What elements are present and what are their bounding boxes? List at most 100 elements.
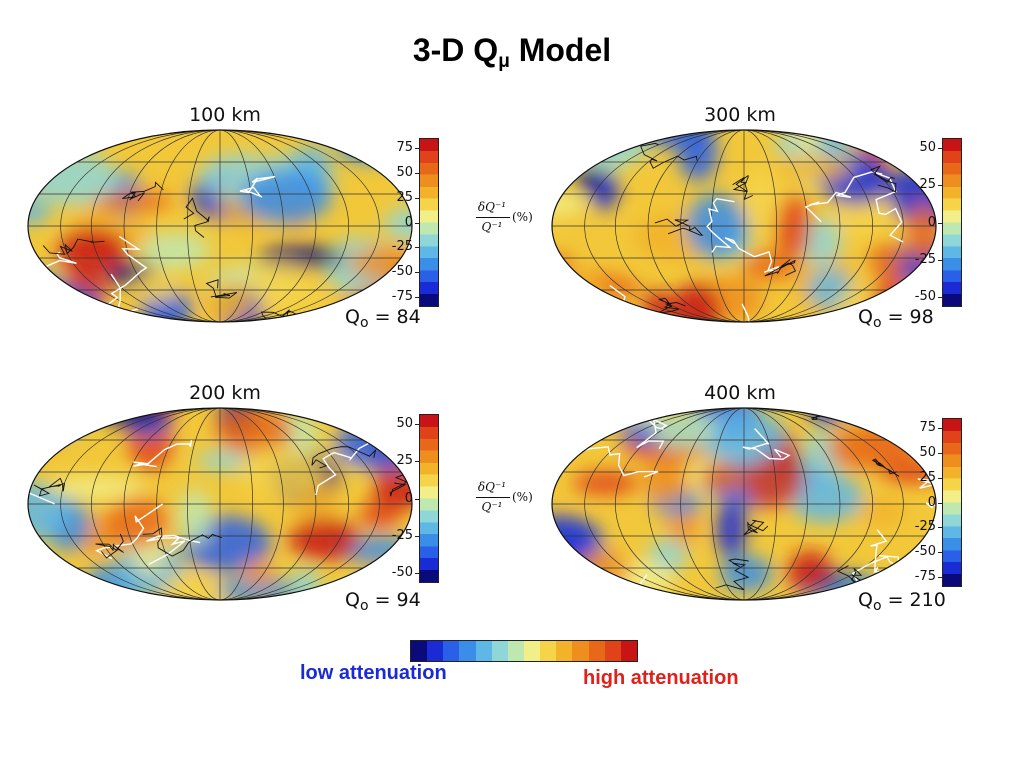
legend-swatch [507,641,524,661]
legend-swatch [427,641,444,661]
colorbar-tick-label: -25 [391,527,413,543]
colorbar-tick-label: -50 [391,264,413,280]
coastlines [640,142,897,314]
coastline [654,218,704,236]
colorbar-tick-label: -50 [914,289,936,304]
map-outline [27,407,413,601]
colorbar-tick-label: 0 [927,214,936,230]
colorbar-tick-mark [415,297,420,298]
anomaly-blob [698,409,787,464]
plate-boundary-line [706,197,735,253]
meridian-line [615,408,873,600]
anomaly-blob [573,470,639,496]
coastline [871,458,900,477]
low-attenuation-label: low attenuation [300,662,447,684]
anomaly-blob [31,408,95,428]
meridian-line [91,408,349,600]
colorbar-tick-label: 50 [396,416,413,431]
meridian-line [60,408,380,600]
coastline [33,477,66,497]
legend-swatch [491,641,508,661]
page-title: 3-D Qμ Model [0,32,1024,72]
colorbar-tick-label: 50 [919,444,936,460]
coastline [95,533,124,559]
anomaly-blob [57,227,129,276]
meridian-line [647,130,841,322]
colorbar-tick-label: 25 [919,177,936,193]
colorbar-tick-mark [938,428,943,429]
anomaly-blob [856,497,907,527]
mollweide-map [27,407,413,601]
map-outline [27,129,413,323]
anomaly-blob [243,263,313,311]
anomaly-blob [136,271,179,303]
anomaly-blob [89,190,174,212]
coastline [870,165,897,193]
colorbar-tick-label: 0 [404,490,413,506]
colorbar-tick-label: 75 [919,420,936,435]
title-subscript: μ [498,51,510,72]
anomaly-blob [716,499,747,559]
plate-boundary-line [146,534,201,566]
plate-boundary-line [36,415,74,446]
colorbar-tick-label: 25 [919,469,936,485]
panel-depth-title: 100 km [189,104,261,126]
mollweide-map [551,129,937,323]
coastline [657,297,686,314]
colorbar-tick-mark [938,577,943,578]
q0-label: Qo = 210 [858,589,946,614]
meridian-line [156,130,284,322]
anomaly-blob [719,555,773,592]
map-outline [551,129,937,323]
anomaly-blob [669,283,722,322]
legend-swatch [443,641,460,661]
coastline [183,197,210,238]
legend-swatch [572,641,589,661]
anomaly-blob [28,481,71,541]
anomaly-blob [383,207,412,242]
coastline [764,259,797,277]
title-suffix: Model [509,32,612,68]
meridian-line [584,408,904,600]
coastline [42,238,105,255]
anomaly-blob [699,461,745,493]
meridian-line [680,130,808,322]
map-outline [551,407,937,601]
colorbar-tick-label: -50 [914,544,936,560]
anomaly-blob [161,570,224,600]
colorbar-tick-label: -25 [391,239,413,255]
colorbar-tick-mark [938,185,943,187]
legend-swatch [588,641,605,661]
coastline [311,446,377,469]
colorbar-tick-mark [938,502,943,504]
anomaly-blob [177,488,212,546]
colorbar-tick-label: 25 [396,189,413,205]
mollweide-map [27,129,413,323]
meridian-line [156,408,284,600]
colorbar-tick-label: -50 [391,565,413,580]
legend-swatch [620,641,637,661]
plate-boundary-line [872,171,904,243]
colorbar-tick-mark [415,148,420,149]
coastline [743,519,769,536]
plate-boundary-line [97,235,148,319]
anomaly-blob [28,408,83,445]
meridian-line [187,408,253,600]
anomaly-blob [359,501,400,529]
colorbar-tick-label: 50 [396,164,413,180]
colorbar-tick-mark [938,477,943,479]
panel-depth-title: 400 km [704,382,776,404]
colorbar-tick-mark [938,452,943,454]
colorbar-tick-label: -75 [914,569,936,584]
meridian-line [60,130,380,322]
colorbar-tick-mark [938,552,943,554]
colorbar [942,418,962,587]
plate-boundary-line [742,428,791,460]
graticule [28,408,412,600]
colorbar-tick-mark [415,424,420,425]
colorbar-tick-mark [415,461,420,463]
plate-boundary-line [133,440,193,468]
legend-swatch [459,641,476,661]
plate-boundary-line [94,503,163,560]
mollweide-map [551,407,937,601]
